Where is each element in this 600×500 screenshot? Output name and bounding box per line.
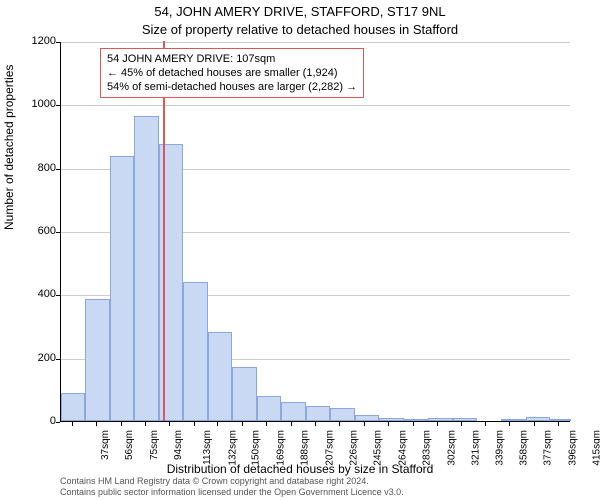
histogram-bar [134, 116, 158, 421]
x-tick-mark [266, 422, 267, 426]
y-tick-mark [56, 232, 60, 233]
x-tick-mark [217, 422, 218, 426]
histogram-bar [257, 396, 281, 421]
x-tick-label: 150sqm [251, 430, 262, 466]
x-tick-mark [364, 422, 365, 426]
x-tick-label: 226sqm [349, 430, 360, 466]
x-tick-label: 207sqm [324, 430, 335, 466]
x-tick-label: 113sqm [202, 430, 213, 465]
histogram-bar [208, 332, 232, 421]
x-tick-label: 132sqm [228, 430, 239, 466]
x-tick-label: 321sqm [471, 430, 482, 466]
histogram-bar [306, 406, 330, 421]
x-tick-mark [413, 422, 414, 426]
y-tick-label: 1200 [26, 35, 56, 47]
x-tick-label: 75sqm [149, 430, 160, 460]
footer-line1: Contains HM Land Registry data © Crown c… [60, 476, 404, 487]
x-tick-mark [242, 422, 243, 426]
chart-title-address: 54, JOHN AMERY DRIVE, STAFFORD, ST17 9NL [0, 4, 600, 19]
annotation-line3: 54% of semi-detached houses are larger (… [107, 80, 357, 94]
plot-area [60, 42, 570, 422]
attribution-footer: Contains HM Land Registry data © Crown c… [60, 476, 404, 498]
annotation-line2: ← 45% of detached houses are smaller (1,… [107, 66, 357, 80]
x-tick-label: 358sqm [519, 430, 530, 466]
y-tick-mark [56, 105, 60, 106]
y-tick-mark [56, 295, 60, 296]
x-tick-label: 339sqm [494, 430, 505, 466]
histogram-bar [355, 415, 379, 421]
x-tick-label: 302sqm [446, 430, 457, 466]
y-tick-mark [56, 42, 60, 43]
x-tick-mark [291, 422, 292, 426]
y-tick-label: 800 [26, 162, 56, 174]
histogram-bar [453, 418, 477, 421]
histogram-bar [501, 419, 525, 421]
histogram-bar [281, 402, 305, 421]
histogram-bar [85, 299, 109, 421]
histogram-bar [330, 408, 354, 421]
x-tick-mark [315, 422, 316, 426]
histogram-bar [404, 419, 428, 421]
x-tick-label: 37sqm [100, 430, 111, 460]
x-tick-mark [96, 422, 97, 426]
x-tick-mark [534, 422, 535, 426]
gridline [61, 105, 570, 106]
x-tick-label: 245sqm [373, 430, 384, 466]
property-marker-line [163, 41, 165, 421]
x-tick-label: 283sqm [422, 430, 433, 466]
x-tick-label: 396sqm [568, 430, 579, 466]
x-tick-mark [194, 422, 195, 426]
y-tick-label: 200 [26, 352, 56, 364]
y-tick-mark [56, 169, 60, 170]
footer-line2: Contains public sector information licen… [60, 487, 404, 498]
x-tick-mark [388, 422, 389, 426]
x-tick-mark [169, 422, 170, 426]
x-tick-mark [461, 422, 462, 426]
histogram-bar [183, 282, 207, 421]
x-tick-mark [485, 422, 486, 426]
x-tick-label: 415sqm [592, 430, 600, 466]
y-tick-label: 400 [26, 288, 56, 300]
histogram-bar [61, 393, 85, 422]
x-tick-mark [558, 422, 559, 426]
y-axis-label: Number of detached properties [2, 65, 16, 230]
histogram-bar [550, 419, 571, 421]
x-tick-label: 188sqm [300, 430, 311, 466]
histogram-bar [232, 367, 256, 421]
annotation-box: 54 JOHN AMERY DRIVE: 107sqm ← 45% of det… [100, 48, 364, 98]
y-tick-label: 1000 [26, 98, 56, 110]
x-tick-mark [121, 422, 122, 426]
x-tick-mark [509, 422, 510, 426]
x-tick-mark [339, 422, 340, 426]
x-tick-label: 169sqm [275, 430, 286, 466]
x-tick-label: 56sqm [124, 430, 135, 460]
y-tick-mark [56, 422, 60, 423]
y-tick-mark [56, 359, 60, 360]
gridline [61, 42, 570, 43]
histogram-bar [526, 417, 550, 421]
x-tick-label: 264sqm [398, 430, 409, 466]
histogram-bar [110, 156, 134, 421]
x-tick-mark [437, 422, 438, 426]
y-tick-label: 600 [26, 225, 56, 237]
chart-title-subtitle: Size of property relative to detached ho… [0, 22, 600, 37]
y-tick-label: 0 [26, 415, 56, 427]
x-tick-label: 377sqm [543, 430, 554, 466]
annotation-line1: 54 JOHN AMERY DRIVE: 107sqm [107, 52, 357, 66]
histogram-bar [428, 418, 452, 421]
x-tick-label: 94sqm [173, 430, 184, 460]
x-tick-mark [72, 422, 73, 426]
x-tick-mark [145, 422, 146, 426]
histogram-bar [379, 418, 403, 421]
